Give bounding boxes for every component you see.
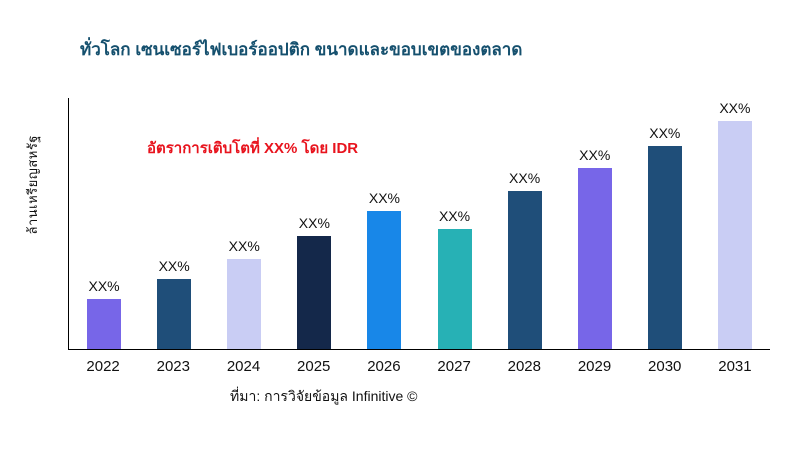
x-tick-2026: 2026: [367, 358, 401, 375]
x-tick-2023: 2023: [156, 358, 190, 375]
x-tick-2022: 2022: [86, 358, 120, 375]
bar-2031[interactable]: [717, 120, 752, 349]
growth-rate-annotation: อัตราการเติบโตที่ XX% โดย IDR: [147, 140, 359, 157]
bar-value-label: XX%: [158, 257, 190, 274]
bar-2027[interactable]: [437, 228, 472, 349]
x-tick-2027: 2027: [437, 358, 471, 375]
y-axis-label: ล้านเหรียญสหรัฐ: [25, 135, 40, 235]
bar-value-label: XX%: [438, 207, 471, 224]
bar-value-label: XX%: [368, 189, 400, 206]
x-tick-2029: 2029: [577, 358, 612, 375]
bar-value-label: XX%: [298, 215, 330, 232]
bar-column-2026: XX%: [349, 98, 419, 349]
bar-2023[interactable]: [157, 278, 192, 349]
x-tick-2024: 2024: [226, 358, 261, 375]
bar-2026[interactable]: [367, 210, 402, 349]
bar-series: XX% XX% XX% XX% XX% XX% XX% XX% XX% XX%: [69, 98, 770, 349]
bar-column-2024: XX%: [209, 98, 279, 349]
bar-value-label: XX%: [509, 169, 541, 186]
x-tick-2025: 2025: [297, 358, 331, 375]
bar-value-label: XX%: [88, 277, 120, 294]
bar-column-2030: XX%: [630, 98, 700, 349]
bar-column-2027: XX%: [419, 98, 489, 349]
chart-title: ทั่วโลก เซนเซอร์ไฟเบอร์ออปติก ขนาดและขอบ…: [80, 40, 523, 59]
x-tick-2030: 2030: [648, 358, 682, 375]
bar-2029[interactable]: [577, 168, 612, 349]
bar-value-label: XX%: [649, 124, 681, 141]
bar-2025[interactable]: [297, 236, 332, 349]
bar-value-label: XX%: [719, 99, 751, 116]
source-note: ที่มา: การวิจัยข้อมูล Infinitive ©: [230, 388, 418, 404]
bar-column-2022: XX%: [69, 98, 139, 349]
x-axis-ticks: 2022 2023 2024 2025 2026 2027 2028 2029 2030 2031: [68, 352, 770, 375]
bar-column-2031: XX%: [700, 98, 770, 349]
x-tick-2028: 2028: [507, 358, 541, 375]
bar-2022[interactable]: [87, 298, 122, 349]
bar-2028[interactable]: [507, 190, 542, 349]
bar-column-2028: XX%: [490, 98, 560, 349]
bar-column-2025: XX%: [279, 98, 349, 349]
bar-value-label: XX%: [579, 147, 611, 164]
bar-column-2023: XX%: [139, 98, 209, 349]
bar-2030[interactable]: [647, 145, 682, 349]
x-tick-2031: 2031: [718, 358, 752, 375]
plot-area: อัตราการเติบโตที่ XX% โดย IDR XX% XX% XX% X…: [68, 98, 770, 350]
bar-value-label: XX%: [228, 237, 260, 254]
bar-column-2029: XX%: [560, 98, 630, 349]
bar-2024[interactable]: [227, 258, 262, 349]
